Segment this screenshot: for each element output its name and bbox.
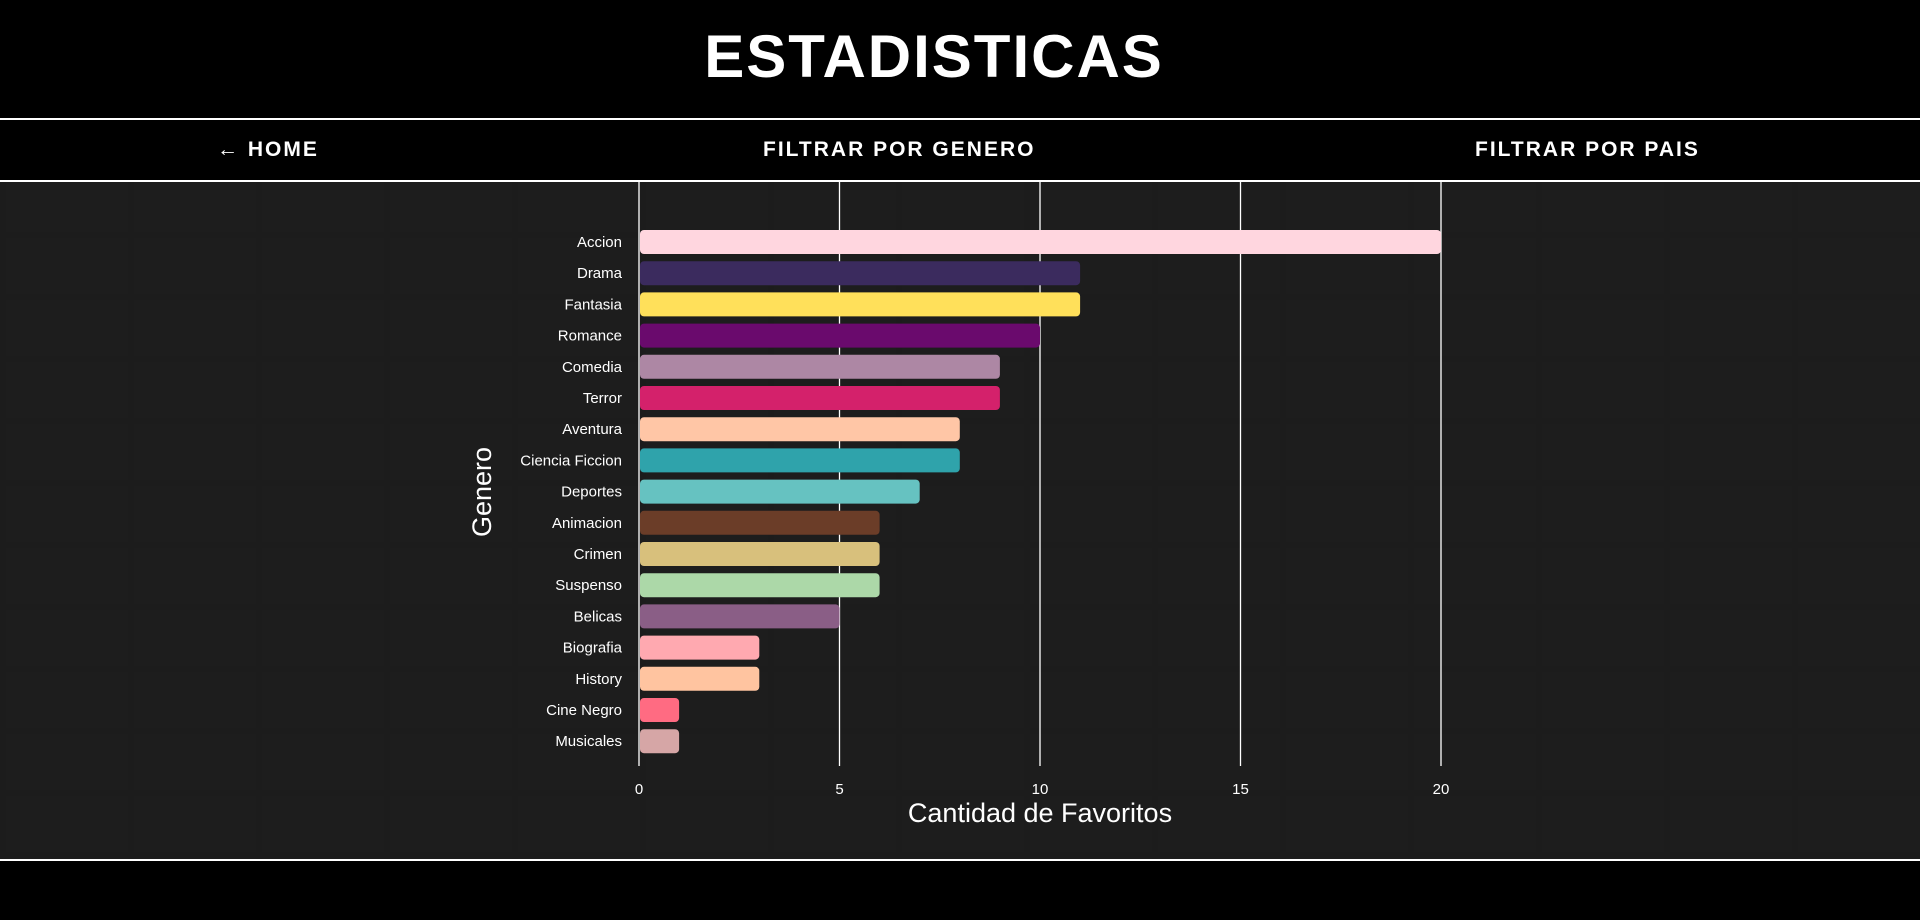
category-label: Comedia xyxy=(562,359,623,376)
nav-bar: ← HOME FILTRAR POR GENERO FILTRAR POR PA… xyxy=(0,118,1920,182)
header: ESTADISTICAS xyxy=(0,0,1920,118)
chart-panel: 0 5 10 15 20 Accion Drama Fantasia Romance Comedi… xyxy=(0,182,1920,860)
bar-chart: 0 5 10 15 20 Accion Drama Fantasia Romance Comedi… xyxy=(467,182,1450,828)
bar-suspenso[interactable] xyxy=(640,573,880,598)
bar-deportes[interactable] xyxy=(640,479,920,504)
y-axis-title: Genero xyxy=(467,447,497,537)
category-label: Crimen xyxy=(574,546,622,563)
x-tick-label: 10 xyxy=(1032,781,1049,798)
category-label: History xyxy=(575,671,622,688)
bar-aventura[interactable] xyxy=(640,417,960,442)
bar-animacion[interactable] xyxy=(640,510,880,535)
filter-by-country-link[interactable]: FILTRAR POR PAIS xyxy=(1475,138,1700,161)
category-label: Ciencia Ficcion xyxy=(520,452,622,469)
footer xyxy=(0,861,1920,920)
bar-ciencia-ficcion[interactable] xyxy=(640,448,960,473)
category-label: Accion xyxy=(577,234,622,251)
category-label: Biografia xyxy=(563,640,623,657)
category-label: Deportes xyxy=(561,484,622,501)
bar-biografia[interactable] xyxy=(640,635,760,660)
category-label: Terror xyxy=(583,390,622,407)
bar-cine-negro[interactable] xyxy=(640,698,680,722)
bar-belicas[interactable] xyxy=(640,604,840,629)
category-label: Romance xyxy=(558,328,622,345)
bar-fantasia[interactable] xyxy=(640,292,1081,317)
x-tick-label: 15 xyxy=(1232,781,1249,798)
x-tick-label: 20 xyxy=(1433,781,1450,798)
x-tick-label: 5 xyxy=(835,781,843,798)
bar-romance[interactable] xyxy=(640,323,1040,348)
category-label: Belicas xyxy=(574,608,622,625)
category-label: Cine Negro xyxy=(546,702,622,719)
home-link[interactable]: ← HOME xyxy=(217,138,319,161)
bar-history[interactable] xyxy=(640,666,760,691)
category-label: Suspenso xyxy=(555,577,622,594)
footer-divider xyxy=(0,859,1920,861)
bar-comedia[interactable] xyxy=(640,354,1000,379)
filter-by-genre-link[interactable]: FILTRAR POR GENERO xyxy=(763,138,1036,161)
category-label: Animacion xyxy=(552,515,622,532)
category-label: Drama xyxy=(577,265,623,282)
bar-drama[interactable] xyxy=(640,261,1081,286)
category-label: Aventura xyxy=(562,421,622,438)
bar-terror[interactable] xyxy=(640,386,1000,410)
x-axis-title: Cantidad de Favoritos xyxy=(908,798,1172,828)
page-title: ESTADISTICAS xyxy=(704,23,1164,90)
bar-crimen[interactable] xyxy=(640,542,880,566)
bar-accion[interactable] xyxy=(640,230,1441,254)
category-label: Fantasia xyxy=(564,296,622,313)
category-label: Musicales xyxy=(555,733,622,750)
bar-musicales[interactable] xyxy=(640,729,680,754)
x-tick-label: 0 xyxy=(635,781,643,798)
